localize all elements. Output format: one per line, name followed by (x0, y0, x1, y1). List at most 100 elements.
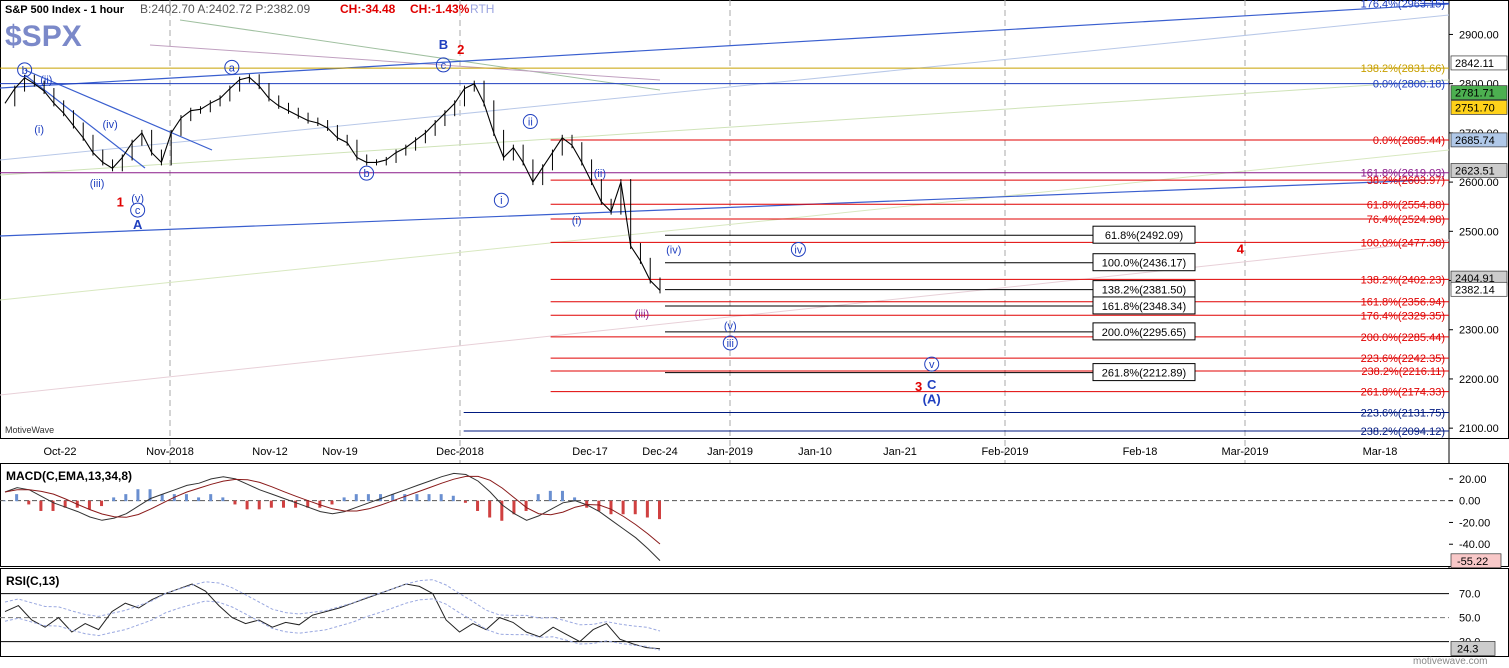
fib-level-label: 0.0%(2800.18) (1373, 79, 1445, 91)
price-tag (1450, 281, 1508, 297)
wave-circle (130, 202, 146, 218)
macd-histogram-bar (366, 494, 370, 502)
fib-level-label: 238.2%(2216.11) (1361, 366, 1445, 378)
price-tag (1450, 132, 1508, 148)
fib-level-label: 76.4%(2524.98) (1367, 214, 1445, 226)
y-tick-label: 2900.00 (1459, 29, 1499, 41)
y-tick-label: 2300.00 (1459, 325, 1499, 337)
macd-histogram-bar (124, 494, 128, 502)
wave-circle (522, 113, 538, 129)
x-tick-label: Nov-12 (252, 446, 287, 458)
macd-histogram-bar (245, 500, 249, 510)
x-tick-label: Nov-19 (322, 446, 357, 458)
x-tick-label: Feb-2019 (981, 446, 1028, 458)
wave-label: iii (727, 338, 734, 350)
macd-histogram-bar (269, 500, 273, 508)
source-label: MotiveWave (5, 425, 54, 435)
macd-frame (0, 463, 1509, 567)
price-tag-label: 2781.71 (1455, 88, 1495, 100)
macd-histogram-bar (281, 500, 285, 508)
chart-title: S&P 500 Index - 1 hour (5, 4, 125, 16)
wave-circle (435, 57, 451, 73)
channel-line (0, 239, 1450, 396)
wave-label: (v) (131, 193, 144, 205)
macd-histogram-bar (148, 489, 152, 502)
macd-histogram-bar (645, 500, 649, 518)
wave-label: (ii) (594, 168, 606, 180)
macd-histogram-bar (476, 500, 480, 511)
box-level-frame (1092, 322, 1196, 341)
macd-histogram-bar (160, 494, 164, 502)
macd-histogram-bar (184, 494, 188, 502)
price-tag (1450, 55, 1508, 71)
wave-label: (iv) (666, 244, 681, 256)
rsi-current-label: 24.3 (1457, 643, 1478, 655)
wave-label: 3 (915, 379, 922, 394)
macd-histogram-bar (233, 500, 237, 505)
wave-label: (i) (34, 124, 44, 136)
macd-title: MACD(C,EMA,13,34,8) (6, 469, 132, 483)
fib-level-label: 38.2%(2603.97) (1367, 175, 1445, 187)
box-level-label: 161.8%(2348.34) (1102, 301, 1186, 313)
price-series (4, 76, 661, 291)
rsi-upper-band (4, 579, 661, 632)
trendline-lower (0, 179, 1431, 237)
box-level-frame (1092, 296, 1196, 315)
macd-histogram-bar (658, 500, 661, 520)
macd-y-tick: 20.00 (1459, 474, 1487, 486)
wave-label: (iii) (90, 178, 105, 190)
box-level-label: 138.2%(2381.50) (1102, 285, 1186, 297)
fib-level-label: 138.2%(2831.66) (1361, 63, 1445, 75)
wave-label: c (441, 60, 447, 72)
wave-label: 4 (1237, 241, 1245, 256)
x-tick-label: Dec-24 (642, 446, 677, 458)
macd-histogram-bar (524, 500, 528, 511)
wave-circle (359, 165, 375, 181)
wave-circle (790, 241, 806, 257)
y-tick-label: 2200.00 (1459, 374, 1499, 386)
macd-histogram-bar (451, 495, 455, 502)
x-tick-label: Feb-18 (1123, 446, 1158, 458)
channel-line (179, 19, 661, 91)
wave-circle (924, 356, 940, 372)
box-level-label: 200.0%(2295.65) (1102, 327, 1186, 339)
macd-histogram-bar (609, 500, 613, 515)
fib-level-label: 176.4%(2329.35) (1361, 310, 1445, 322)
wave-circle (224, 59, 240, 75)
y-tick-label: 2500.00 (1459, 226, 1499, 238)
price-tag (1450, 163, 1508, 178)
wave-circle (722, 335, 738, 351)
macd-histogram-bar (439, 494, 443, 502)
change-points: CH:-34.48 (340, 2, 396, 16)
wave-label: (iv) (102, 119, 117, 131)
macd-histogram-bar (221, 497, 225, 502)
fib-level-label: 238.2%(2094.12) (1361, 426, 1445, 438)
fib-level-label: 200.0%(2285.44) (1361, 332, 1445, 344)
fib-level-label: 176.4%(2963.15) (1361, 0, 1445, 10)
macd-histogram-bar (536, 494, 540, 502)
macd-histogram-bar (427, 494, 431, 502)
wave-label: (v) (724, 321, 737, 333)
macd-signal-line (4, 475, 661, 545)
macd-current-tag (1450, 553, 1502, 569)
macd-histogram-bar (100, 500, 104, 507)
price-tag-label: 2751.70 (1455, 102, 1495, 114)
wave-label: (A) (923, 392, 941, 407)
macd-histogram-bar (415, 494, 419, 502)
macd-histogram-bar (15, 494, 19, 502)
macd-histogram-bar (51, 500, 55, 511)
rsi-y-tick: 70.0 (1459, 589, 1480, 601)
rsi-line (4, 583, 661, 650)
x-tick-label: Mar-18 (1363, 446, 1398, 458)
trendline-upper (0, 3, 1450, 89)
macd-histogram-bar (573, 497, 577, 502)
y-tick-label: 2600.00 (1459, 177, 1499, 189)
fib-level-label: 100.0%(2477.38) (1361, 237, 1445, 249)
macd-line (4, 472, 661, 561)
price-tag-label: 2685.74 (1455, 135, 1495, 147)
chart-stats: B:2402.70 A:2402.72 P:2382.09 (140, 2, 310, 16)
y-tick-label: 2100.00 (1459, 423, 1499, 435)
macd-histogram-bar (197, 497, 201, 502)
price-tag-label: 2623.51 (1455, 166, 1495, 178)
macd-histogram-bar (560, 490, 564, 502)
